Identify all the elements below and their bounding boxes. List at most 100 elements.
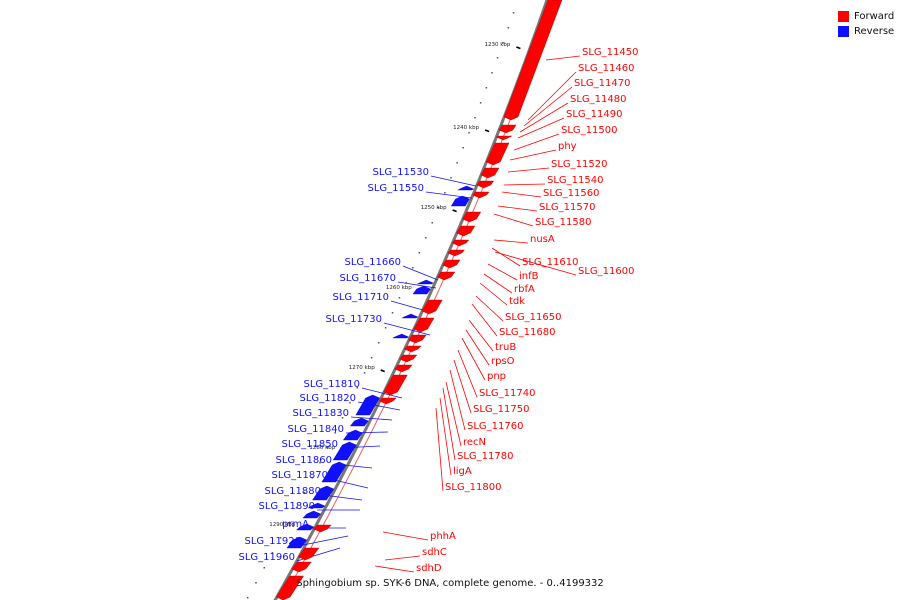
leader-line — [442, 387, 456, 461]
forward-gene — [408, 334, 427, 344]
position-dot — [295, 507, 298, 509]
position-dot — [474, 117, 476, 119]
gene-label-reverse: SLG_11530 — [373, 167, 429, 178]
gene-label-reverse: SLG_11960 — [239, 552, 295, 563]
forward-gene — [472, 191, 490, 199]
leader-line — [475, 295, 504, 322]
position-dot — [456, 162, 458, 164]
gene-label-forward: phy — [558, 141, 577, 152]
forward-gene — [275, 575, 304, 600]
gene-label-forward: SLG_11610 — [522, 257, 578, 268]
leader-line — [513, 133, 560, 151]
leader-line — [487, 263, 518, 281]
leader-line — [402, 265, 439, 281]
position-dot — [437, 207, 440, 209]
position-dot — [398, 297, 401, 299]
gene-label-forward: SLG_11500 — [561, 125, 617, 136]
position-dot — [311, 477, 313, 479]
gene-label-forward: SLG_11490 — [566, 109, 622, 120]
genome-caption: Sphingobium sp. SYK-6 DNA, complete geno… — [296, 578, 604, 589]
gene-label-reverse: SLG_11870 — [272, 470, 328, 481]
leader-line — [350, 416, 393, 421]
leader-line — [545, 55, 581, 61]
gene-label-reverse: SLG_11660 — [345, 257, 401, 268]
strand-legend: Forward Reverse — [838, 9, 894, 39]
position-dot — [491, 72, 493, 74]
gene-label-forward: rbfA — [514, 284, 535, 295]
position-dot — [462, 147, 464, 149]
gene-label-reverse: SLG_11550 — [368, 183, 424, 194]
axis-tick-label: 1230 kbp — [484, 42, 510, 48]
gene-label-forward: pnp — [487, 371, 506, 382]
label-leaders — [296, 55, 581, 573]
leader-line — [382, 531, 429, 541]
gene-label-forward: tdk — [509, 296, 525, 307]
leader-line — [471, 303, 498, 337]
position-dot — [450, 177, 452, 179]
forward-gene — [421, 299, 443, 315]
position-dot — [507, 27, 510, 29]
reverse-gene — [416, 279, 434, 285]
position-dots — [246, 12, 515, 599]
leader-line — [374, 565, 415, 573]
leader-line — [383, 322, 431, 336]
forward-gene — [313, 524, 332, 533]
leader-line — [457, 349, 478, 398]
reverse-swatch — [838, 26, 849, 37]
axis-tick-label: 1290 kbp — [269, 522, 295, 528]
leader-line — [483, 273, 513, 294]
gene-label-reverse: SLG_11840 — [288, 424, 344, 435]
reverse-gene — [307, 502, 326, 509]
position-dot — [412, 267, 414, 269]
leader-line — [445, 381, 462, 447]
leader-line — [507, 167, 550, 173]
gene-label-forward: SLG_11680 — [499, 327, 555, 338]
forward-gene — [403, 345, 422, 353]
reverse-gene — [296, 523, 315, 531]
gene-features — [275, 0, 563, 600]
leader-line — [527, 71, 577, 121]
forward-gene — [291, 561, 312, 573]
gene-label-forward: SLG_11560 — [543, 188, 599, 199]
reverse-gene — [412, 285, 431, 295]
leader-line — [435, 407, 444, 492]
leader-line — [361, 387, 403, 399]
gene-label-forward: SLG_11750 — [473, 404, 529, 415]
gene-label-forward: sdhC — [422, 547, 447, 558]
axis-tick-label: 1280 kbp — [309, 445, 335, 451]
leader-line — [453, 359, 472, 414]
legend-forward-label: Forward — [854, 11, 895, 22]
position-dot — [263, 567, 265, 569]
position-dot — [479, 102, 482, 104]
gene-label-forward: SLG_11480 — [570, 94, 626, 105]
gene-label-forward: SLG_11800 — [445, 482, 501, 493]
forward-gene — [485, 142, 510, 166]
forward-gene — [498, 124, 517, 134]
gene-label-reverse: SLG_11920 — [245, 536, 301, 547]
leader-line — [449, 369, 466, 431]
forward-gene — [447, 249, 465, 257]
leader-line — [509, 149, 557, 161]
gene-label-forward: SLG_11520 — [551, 159, 607, 170]
position-dot — [363, 372, 366, 374]
legend-forward: Forward — [838, 9, 894, 24]
legend-reverse: Reverse — [838, 24, 894, 39]
gene-label-forward: SLG_11580 — [535, 217, 591, 228]
legend-reverse-label: Reverse — [854, 26, 895, 37]
position-dot — [271, 552, 274, 554]
position-dot — [444, 192, 446, 194]
forward-gene — [476, 180, 495, 189]
leader-line — [302, 535, 349, 546]
leader-line — [503, 183, 546, 186]
position-dot — [279, 537, 282, 539]
leader-line — [497, 205, 538, 212]
leader-line — [468, 319, 494, 352]
forward-gene — [378, 397, 397, 405]
gene-label-forward: phhA — [430, 531, 456, 542]
gene-label-forward: SLG_11740 — [479, 388, 535, 399]
forward-gene — [436, 271, 456, 281]
reverse-gene — [392, 333, 410, 339]
gene-label-forward: SLG_11600 — [578, 266, 634, 277]
leader-line — [493, 213, 534, 227]
